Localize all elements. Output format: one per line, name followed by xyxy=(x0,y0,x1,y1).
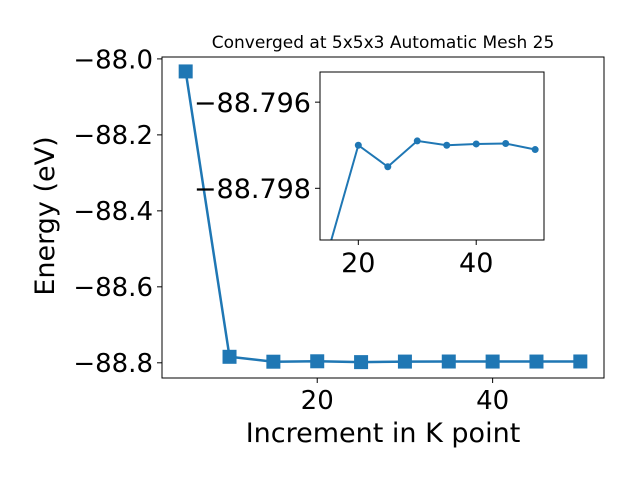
inset-data-point xyxy=(531,146,539,154)
main-data-point xyxy=(354,355,369,370)
main-y-tick-label: −88.6 xyxy=(73,273,153,303)
main-y-tick-label: −88.8 xyxy=(73,349,153,379)
main-data-point xyxy=(178,64,193,79)
inset-data-point xyxy=(472,140,480,148)
main-y-tick-label: −88.0 xyxy=(73,45,153,75)
inset-plot: 20 40 −88.798−88.796 xyxy=(194,71,545,279)
main-data-point xyxy=(222,349,237,364)
main-y-ticks: −88.8 −88.6 −88.4 −88.2 −88.0 xyxy=(73,45,162,379)
main-data-point xyxy=(573,354,588,369)
y-axis-label: Energy (eV) xyxy=(30,136,61,295)
main-data-point xyxy=(310,354,325,369)
inset-y-ticks: −88.798 −88.796 xyxy=(194,88,320,205)
inset-data-point xyxy=(502,140,510,148)
inset-x-ticks: 20 40 xyxy=(341,240,493,279)
main-data-point xyxy=(485,354,500,369)
main-x-tick-label: 20 xyxy=(301,386,334,416)
inset-data-point xyxy=(325,245,332,252)
main-x-ticks: 20 40 xyxy=(301,378,509,416)
inset-background xyxy=(320,72,544,240)
inset-axes-frame xyxy=(319,71,545,241)
main-y-tick-label: −88.4 xyxy=(73,197,153,227)
inset-series-line-0 xyxy=(330,139,536,240)
main-axes-frame xyxy=(161,56,605,379)
inset-data-point xyxy=(354,141,362,149)
main-x-tick-label: 40 xyxy=(476,386,509,416)
inset-series-line xyxy=(325,137,539,252)
inset-y-tick-label: −88.798 xyxy=(194,174,311,205)
inset-x-tick-label: 40 xyxy=(459,248,493,279)
main-data-point xyxy=(441,354,456,369)
main-plot: Converged at 5x5x3 Automatic Mesh 25 20 4… xyxy=(30,33,605,449)
inset-data-point xyxy=(443,141,451,149)
main-y-tick-label: −88.2 xyxy=(73,121,153,151)
inset-x-tick-label: 20 xyxy=(341,248,375,279)
inset-data-point xyxy=(384,163,392,171)
chart-title: Converged at 5x5x3 Automatic Mesh 25 xyxy=(212,33,555,53)
inset-data-point xyxy=(413,137,421,145)
main-series-line xyxy=(178,64,588,370)
inset-y-tick-label: −88.796 xyxy=(194,88,311,119)
main-series-line-0 xyxy=(184,71,581,364)
main-data-point xyxy=(529,354,544,369)
main-data-point xyxy=(266,354,281,369)
main-data-point xyxy=(397,354,412,369)
x-axis-label: Increment in K point xyxy=(246,418,521,449)
